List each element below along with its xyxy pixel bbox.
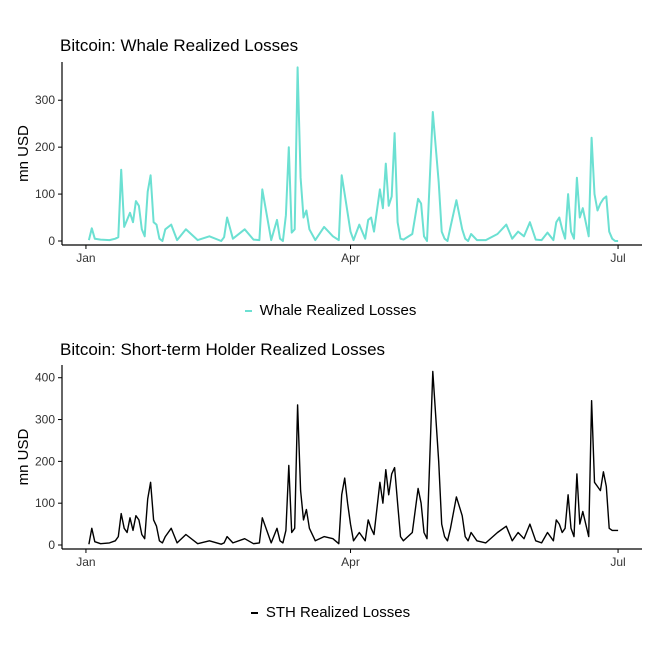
sth-y-tick-label: 300 [35,413,55,427]
whale-x-tick-label: Apr [341,251,360,265]
whale-series-line [87,66,619,242]
sth-x-tick-label: Jul [610,555,625,569]
whale-legend-label: Whale Realized Losses [259,302,417,319]
sth-x-tick-label: Apr [341,555,360,569]
sth-x-tick-label: Jan [76,555,95,569]
sth-legend-key [250,611,258,614]
whale-chart-panel: Bitcoin: Whale Realized Losses 0 100 200 30… [0,0,661,330]
whale-x-tick-label: Jul [610,251,625,265]
whale-y-tick-label: 300 [35,93,55,107]
whale-chart-plot: 0 100 200 300 Jan Apr Jul mn USD [15,62,642,265]
sth-y-tick-label: 200 [35,454,55,468]
whale-legend-key [244,309,252,312]
whale-chart-title: Bitcoin: Whale Realized Losses [60,36,299,55]
sth-y-tick-label: 0 [48,538,55,552]
sth-chart-title: Bitcoin: Short-term Holder Realized Loss… [60,340,386,359]
sth-chart-panel: Bitcoin: Short-term Holder Realized Loss… [0,330,661,661]
whale-y-tick-label: 200 [35,140,55,154]
sth-chart-plot: 0 100 200 300 400 Jan Apr Jul mn USD [15,365,642,569]
whale-chart-legend: Whale Realized Losses [0,302,661,319]
whale-y-tick-label: 0 [48,234,55,248]
whale-x-tick-label: Jan [76,251,95,265]
whale-y-tick-label: 100 [35,187,55,201]
sth-series-line [88,370,619,545]
sth-chart-legend: STH Realized Losses [0,604,661,621]
sth-y-axis-label: mn USD [15,429,32,486]
sth-y-tick-label: 400 [35,371,55,385]
whale-y-axis-label: mn USD [15,125,32,182]
sth-y-tick-label: 100 [35,496,55,510]
sth-legend-label: STH Realized Losses [265,604,411,621]
